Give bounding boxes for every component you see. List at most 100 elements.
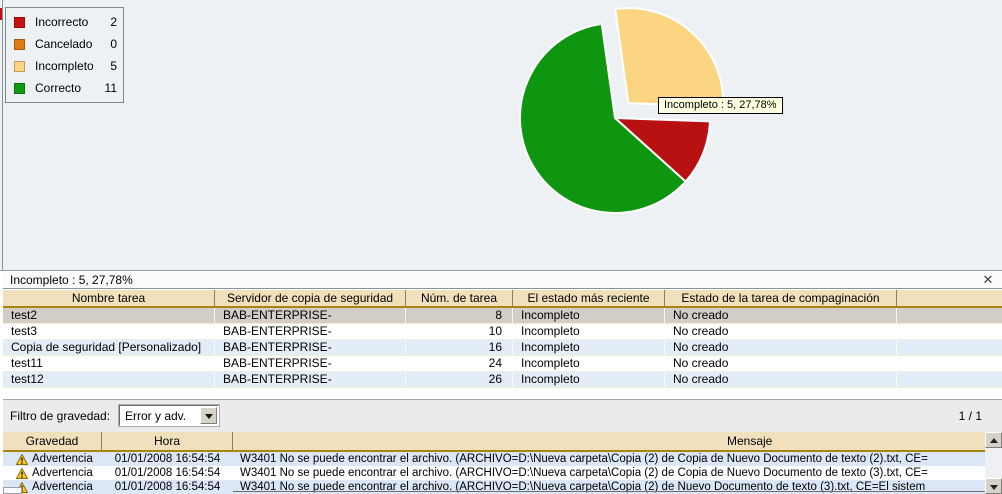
- chart-legend: Incorrecto 2 Cancelado 0 Incompleto 5 Co…: [5, 7, 124, 103]
- pie-slice-incorrecto[interactable]: [614, 117, 711, 183]
- detail-panel: Incompleto : 5, 27,78% ✕ Nombre tarea Se…: [0, 270, 1002, 494]
- legend-item-incompleto: Incompleto 5: [6, 55, 123, 77]
- column-header-gravedad[interactable]: Gravedad: [3, 432, 102, 450]
- log-message: W3401 No se puede encontrar el archivo. …: [240, 453, 928, 465]
- edge-red-sliver: [0, 8, 2, 20]
- legend-value: 11: [104, 81, 117, 95]
- job-collation-status: No creado: [665, 324, 897, 339]
- column-header-servidor[interactable]: Servidor de copia de seguridad: [215, 290, 406, 306]
- job-table-body: test2 BAB-ENTERPRISE- 8 Incompleto No cr…: [3, 308, 1002, 388]
- log-severity: Advertencia: [3, 452, 102, 466]
- job-empty-cell: [897, 308, 1002, 323]
- job-name: test12: [3, 372, 215, 387]
- table-row[interactable]: test2 BAB-ENTERPRISE- 8 Incompleto No cr…: [3, 308, 1002, 324]
- pie-slice-incompleto[interactable]: [614, 7, 725, 108]
- arrow-up-icon: [990, 438, 998, 443]
- legend-value: 5: [110, 59, 117, 73]
- job-server: BAB-ENTERPRISE-: [215, 324, 406, 339]
- job-collation-status: No creado: [665, 372, 897, 387]
- severity-filter-value: Error y adv.: [125, 409, 187, 423]
- window-left-border: [2, 0, 3, 493]
- pie-tooltip: Incompleto : 5, 27,78%: [658, 97, 783, 114]
- job-status: Incompleto: [513, 308, 665, 323]
- log-severity-text: Advertencia: [32, 467, 93, 479]
- arrow-down-icon: [990, 485, 998, 490]
- job-collation-status: No creado: [665, 340, 897, 355]
- job-number: 8: [406, 308, 513, 323]
- job-status: Incompleto: [513, 356, 665, 371]
- log-vertical-scrollbar[interactable]: [985, 432, 1002, 494]
- column-header-num-tarea[interactable]: Núm. de tarea: [406, 290, 513, 306]
- legend-swatch-correcto: [14, 82, 25, 94]
- legend-value: 2: [110, 15, 117, 29]
- list-item[interactable]: Advertencia 01/01/2008 16:54:54 W3401 No…: [3, 466, 1002, 480]
- log-table-body: Advertencia 01/01/2008 16:54:54 W3401 No…: [3, 452, 1002, 494]
- log-severity: Advertencia: [3, 466, 102, 480]
- table-row[interactable]: test11 BAB-ENTERPRISE- 24 Incompleto No …: [3, 356, 1002, 372]
- log-time: 01/01/2008 16:54:54: [114, 467, 221, 479]
- legend-swatch-incompleto: [14, 60, 25, 72]
- job-status: Incompleto: [513, 372, 665, 387]
- legend-label: Correcto: [35, 81, 82, 95]
- table-row[interactable]: test3 BAB-ENTERPRISE- 10 Incompleto No c…: [3, 324, 1002, 340]
- column-header-hora[interactable]: Hora: [102, 432, 233, 450]
- job-server: BAB-ENTERPRISE-: [215, 372, 406, 387]
- job-server: BAB-ENTERPRISE-: [215, 356, 406, 371]
- legend-label: Incompleto: [35, 59, 94, 73]
- table-row[interactable]: test12 BAB-ENTERPRISE- 26 Incompleto No …: [3, 372, 1002, 388]
- log-time: 01/01/2008 16:54:54: [114, 481, 221, 493]
- column-header-mensaje[interactable]: Mensaje: [233, 432, 1002, 450]
- close-icon[interactable]: ✕: [982, 272, 994, 287]
- legend-item-cancelado: Cancelado 0: [6, 33, 123, 55]
- table-row[interactable]: Copia de seguridad [Personalizado] BAB-E…: [3, 340, 1002, 356]
- job-number: 16: [406, 340, 513, 355]
- legend-value: 0: [110, 37, 117, 51]
- chevron-down-icon: [205, 414, 213, 419]
- job-empty-cell: [897, 372, 1002, 387]
- dropdown-arrow-button[interactable]: [200, 407, 217, 424]
- scroll-up-button[interactable]: [985, 432, 1002, 448]
- list-item[interactable]: Advertencia 01/01/2008 16:54:54 W3401 No…: [3, 452, 1002, 466]
- job-number: 10: [406, 324, 513, 339]
- job-empty-cell: [897, 356, 1002, 371]
- job-name: test11: [3, 356, 215, 371]
- log-severity-text: Advertencia: [32, 453, 93, 465]
- column-header-estado-reciente[interactable]: El estado más reciente: [513, 290, 665, 306]
- severity-filter-bar: Filtro de gravedad: Error y adv. 1 / 1: [3, 399, 1002, 432]
- pie-chart: [519, 7, 725, 214]
- page-indicator: 1 / 1: [958, 409, 982, 423]
- warning-icon: [16, 467, 28, 479]
- job-collation-status: No creado: [665, 308, 897, 323]
- column-header-mensaje-label: Mensaje: [727, 434, 773, 448]
- job-table-header: Nombre tarea Servidor de copia de seguri…: [3, 290, 1002, 308]
- column-header-empty: [897, 290, 1002, 306]
- severity-filter-dropdown[interactable]: Error y adv.: [118, 404, 220, 427]
- log-severity-text: Advertencia: [32, 481, 93, 493]
- job-status: Incompleto: [513, 324, 665, 339]
- job-server: BAB-ENTERPRISE-: [215, 308, 406, 323]
- column-header-nombre-tarea[interactable]: Nombre tarea: [3, 290, 215, 306]
- log-message: W3401 No se puede encontrar el archivo. …: [240, 481, 926, 493]
- job-number: 26: [406, 372, 513, 387]
- legend-swatch-incorrecto: [14, 16, 25, 28]
- log-table-header: Gravedad Hora Mensaje: [3, 432, 1002, 452]
- legend-label: Incorrecto: [35, 15, 89, 29]
- pie-slice-correcto[interactable]: [519, 22, 687, 214]
- legend-item-correcto: Correcto 11: [6, 77, 123, 99]
- column-header-estado-compaginacion[interactable]: Estado de la tarea de compaginación: [665, 290, 897, 306]
- job-name: test2: [3, 308, 215, 323]
- job-name: test3: [3, 324, 215, 339]
- job-number: 24: [406, 356, 513, 371]
- job-status: Incompleto: [513, 340, 665, 355]
- job-name: Copia de seguridad [Personalizado]: [3, 340, 215, 355]
- severity-filter-label: Filtro de gravedad:: [10, 409, 111, 423]
- job-collation-status: No creado: [665, 356, 897, 371]
- legend-swatch-cancelado: [14, 38, 25, 50]
- legend-item-incorrecto: Incorrecto 2: [6, 11, 123, 33]
- detail-panel-title-text: Incompleto : 5, 27,78%: [10, 273, 133, 287]
- log-time: 01/01/2008 16:54:54: [114, 453, 221, 465]
- log-message: W3401 No se puede encontrar el archivo. …: [240, 467, 928, 479]
- scroll-down-button[interactable]: [985, 478, 1002, 494]
- horizontal-scrollbar-edge: [233, 491, 985, 492]
- list-item[interactable]: Advertencia 01/01/2008 16:54:54 W3401 No…: [3, 480, 1002, 494]
